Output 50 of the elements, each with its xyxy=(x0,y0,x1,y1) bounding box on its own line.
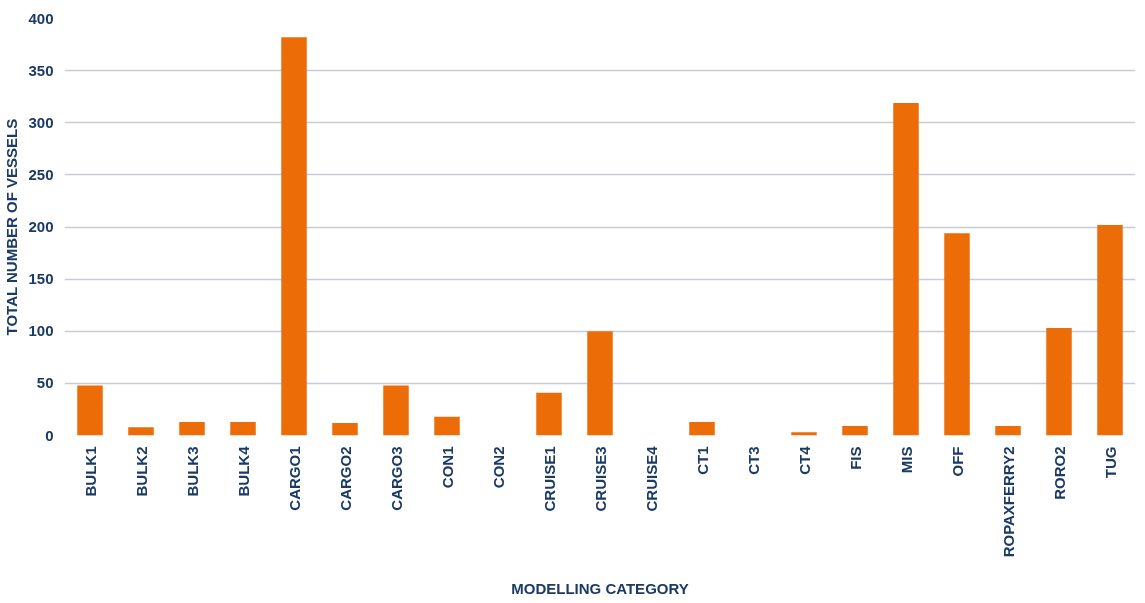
x-tick-label: CARGO3 xyxy=(387,446,405,511)
bar xyxy=(77,385,103,436)
bar xyxy=(434,416,460,436)
x-tick-label: FIS xyxy=(846,446,864,470)
bar xyxy=(128,427,154,436)
x-tick-label: CT1 xyxy=(693,446,711,475)
y-tick-label: 350 xyxy=(28,61,54,79)
bar xyxy=(230,421,256,436)
x-tick-label: BULK4 xyxy=(234,445,252,497)
x-tick-label: CRUISE3 xyxy=(591,446,609,512)
x-tick-label: MIS xyxy=(897,446,915,474)
bar xyxy=(995,426,1021,436)
y-tick-label: 200 xyxy=(28,218,54,235)
x-tick-label: TUG xyxy=(1101,446,1119,479)
x-tick-label: CRUISE4 xyxy=(642,445,660,512)
x-axis-title: MODELLING CATEGORY xyxy=(511,580,689,598)
bar xyxy=(893,102,919,436)
x-tick-label: CARGO2 xyxy=(336,446,354,511)
y-tick-label: 0 xyxy=(45,426,54,444)
bar xyxy=(587,331,613,436)
bar xyxy=(1097,224,1123,436)
y-tick-label: 50 xyxy=(36,374,54,392)
x-tick-label: CON1 xyxy=(438,446,456,489)
x-tick-label: RORO2 xyxy=(1050,446,1068,500)
x-tick-label: CRUISE1 xyxy=(540,446,558,512)
bar xyxy=(536,392,562,436)
y-tick-label: 300 xyxy=(28,113,54,131)
x-tick-label: CT3 xyxy=(744,446,762,475)
bar xyxy=(1046,328,1072,436)
bar xyxy=(791,432,817,436)
x-tick-label: OFF xyxy=(948,446,966,477)
y-tick-label: 150 xyxy=(28,270,54,288)
x-tick-label: CARGO1 xyxy=(285,446,303,511)
y-axis-title: TOTAL NUMBER OF VESSELS xyxy=(3,118,21,336)
y-tick-label: 400 xyxy=(28,9,54,27)
bar xyxy=(842,426,868,436)
bar xyxy=(179,421,205,436)
bar xyxy=(281,37,307,436)
x-tick-label: ROPAXFERRY2 xyxy=(999,446,1017,558)
bar xyxy=(944,233,970,436)
bar xyxy=(332,422,358,436)
x-tick-label: CT4 xyxy=(795,445,813,475)
x-tick-label: BULK1 xyxy=(81,446,99,497)
x-tick-label: CON2 xyxy=(489,446,507,489)
y-tick-label: 250 xyxy=(28,165,54,183)
x-tick-label: BULK3 xyxy=(183,446,201,497)
bar xyxy=(689,421,715,436)
x-tick-label: BULK2 xyxy=(132,446,150,497)
bar xyxy=(383,385,409,436)
y-tick-label: 100 xyxy=(28,322,54,340)
